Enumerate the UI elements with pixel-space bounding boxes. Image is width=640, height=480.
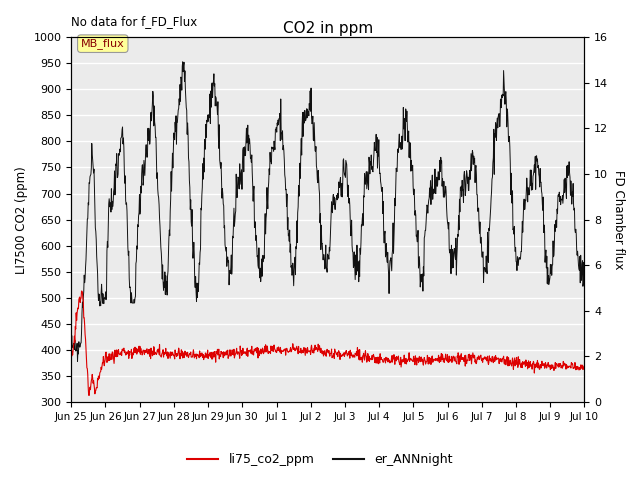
Text: No data for f_FD_Flux: No data for f_FD_Flux	[71, 15, 198, 28]
Y-axis label: FD Chamber flux: FD Chamber flux	[612, 170, 625, 269]
Text: MB_flux: MB_flux	[81, 38, 125, 49]
Y-axis label: LI7500 CO2 (ppm): LI7500 CO2 (ppm)	[15, 166, 28, 274]
Title: CO2 in ppm: CO2 in ppm	[283, 21, 373, 36]
Legend: li75_co2_ppm, er_ANNnight: li75_co2_ppm, er_ANNnight	[182, 448, 458, 471]
